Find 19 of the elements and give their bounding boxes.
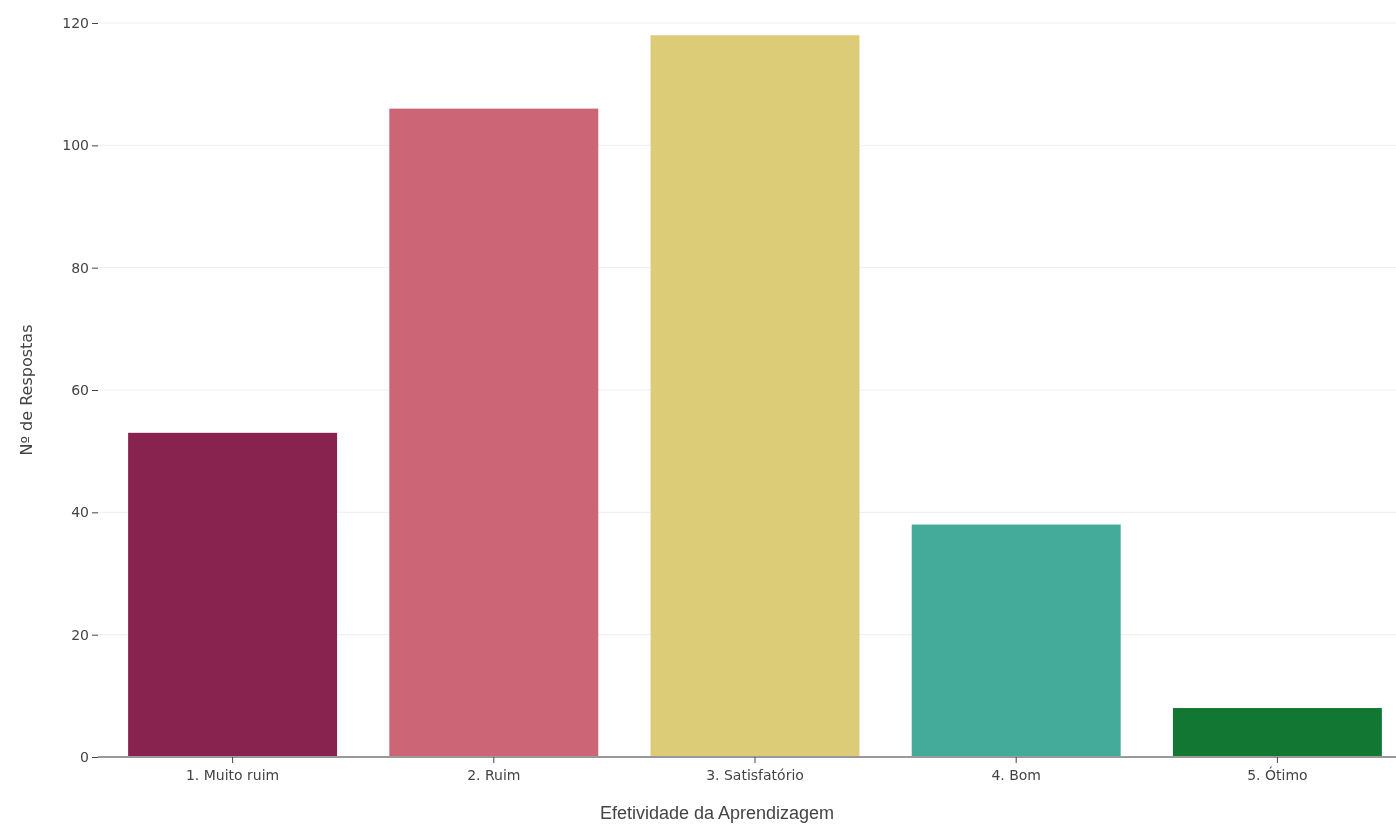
- bar: [650, 35, 860, 757]
- bar: [911, 524, 1121, 757]
- y-tick-label: 20: [71, 626, 89, 643]
- y-tick-label: 80: [71, 259, 89, 276]
- x-tick-label: 2. Ruim: [467, 767, 521, 783]
- y-tick-label: 120: [62, 14, 89, 31]
- y-axis-title: Nº de Respostas: [17, 324, 36, 456]
- bar: [128, 432, 338, 757]
- y-tick-label: 40: [71, 504, 89, 521]
- x-tick-label: 1. Muito ruim: [185, 767, 280, 783]
- x-tick-label: 4. Bom: [991, 767, 1042, 783]
- x-tick-label: 3. Satisfatório: [706, 767, 804, 783]
- y-tick-label: 100: [62, 137, 89, 154]
- y-tick-label: 0: [80, 748, 89, 765]
- bar: [389, 108, 599, 757]
- y-tick-label: 60: [71, 381, 89, 398]
- x-axis-title: Efetividade da Aprendizagem: [599, 803, 835, 823]
- bar: [1172, 708, 1382, 757]
- x-tick-label: 5. Ótimo: [1247, 766, 1308, 783]
